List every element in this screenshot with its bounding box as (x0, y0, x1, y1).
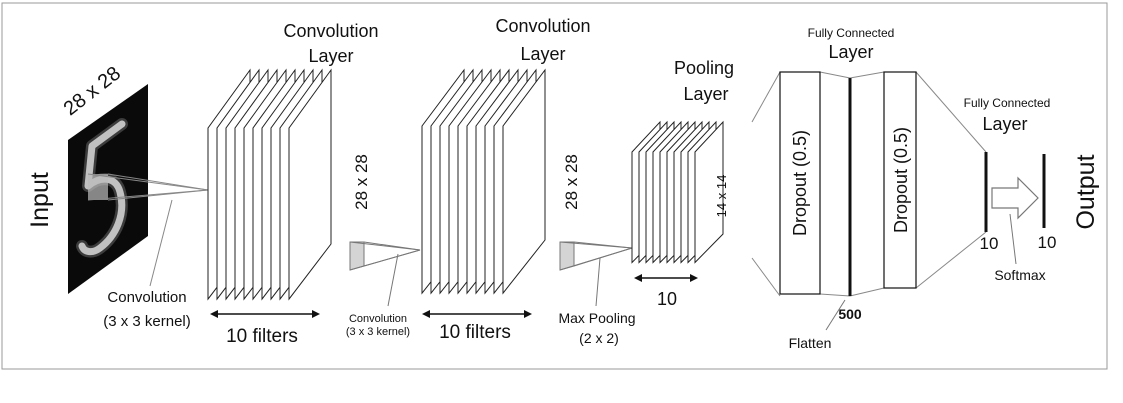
softmax-pointer (1009, 213, 1017, 265)
conv2-filters-label: 10 filters (439, 322, 511, 343)
conv2-feature-map-stack (421, 68, 546, 295)
fc2-title-line1: Fully Connected (964, 96, 1051, 110)
pooling-op-label-line2: (2 x 2) (579, 330, 619, 346)
pooling-feature-map-sheet (694, 120, 724, 264)
output-label: Output (1072, 154, 1100, 229)
pooling-width-arrow (634, 274, 698, 282)
input-kernel-projection (87, 173, 209, 287)
conv2-title-line1: Convolution (495, 16, 590, 36)
conv2-width-arrow (422, 310, 532, 318)
softmax-arrow (991, 176, 1039, 220)
input-image (68, 84, 148, 294)
fc1-dropout-right-box (883, 71, 917, 289)
fc1-dropout-left-label: Dropout (0.5) (790, 130, 810, 236)
output-units-label: 10 (1038, 233, 1057, 252)
pooling-title-line1: Pooling (674, 58, 734, 78)
conv1-feature-size-label: 28 x 28 (352, 154, 371, 210)
input-conv-label-line1: Convolution (107, 289, 186, 306)
flatten-pointer (825, 299, 846, 331)
input-conv-label-line2: (3 x 3 kernel) (103, 313, 191, 330)
fc1-title-line2: Layer (828, 42, 873, 62)
conv1-filters-label: 10 filters (226, 326, 298, 347)
conv1-title-line2: Layer (308, 46, 353, 66)
conv1-title-line1: Convolution (283, 21, 378, 41)
pooling-feature-map-stack (631, 120, 724, 264)
conv2-kernel-label-line1: Convolution (349, 313, 407, 325)
flatten-label: Flatten (789, 335, 832, 351)
pooling-feature-size-label: 14 x 14 (714, 175, 729, 218)
fc1-units-label: 500 (838, 306, 862, 322)
fc2-title-line2: Layer (982, 114, 1027, 134)
input-label: Input (26, 172, 54, 228)
pooling-op-label-line1: Max Pooling (558, 310, 635, 326)
fc1-connection-lines (751, 71, 987, 297)
conv2-title-line2: Layer (520, 44, 565, 64)
conv2-kernel-label-line2: (3 x 3 kernel) (346, 326, 410, 338)
conv2-feature-map-sheet (502, 68, 546, 295)
conv1-kernel-pyramid (349, 241, 421, 307)
pooling-count-label: 10 (657, 289, 677, 309)
conv2-feature-size-label: 28 x 28 (562, 154, 581, 210)
fc1-dropout-right-label: Dropout (0.5) (891, 127, 911, 233)
pooling-title-line2: Layer (683, 84, 728, 104)
conv1-width-arrow (210, 310, 320, 318)
conv1-feature-map-stack (207, 68, 332, 301)
fc2-units-label: 10 (980, 234, 999, 253)
fc1-title-line1: Fully Connected (808, 26, 895, 40)
softmax-label: Softmax (994, 267, 1045, 283)
conv2-pool-pyramid (559, 241, 633, 307)
diagram-frame (1, 2, 1108, 370)
fc1-dropout-left-box (779, 71, 821, 295)
conv1-feature-map-sheet (288, 68, 332, 301)
